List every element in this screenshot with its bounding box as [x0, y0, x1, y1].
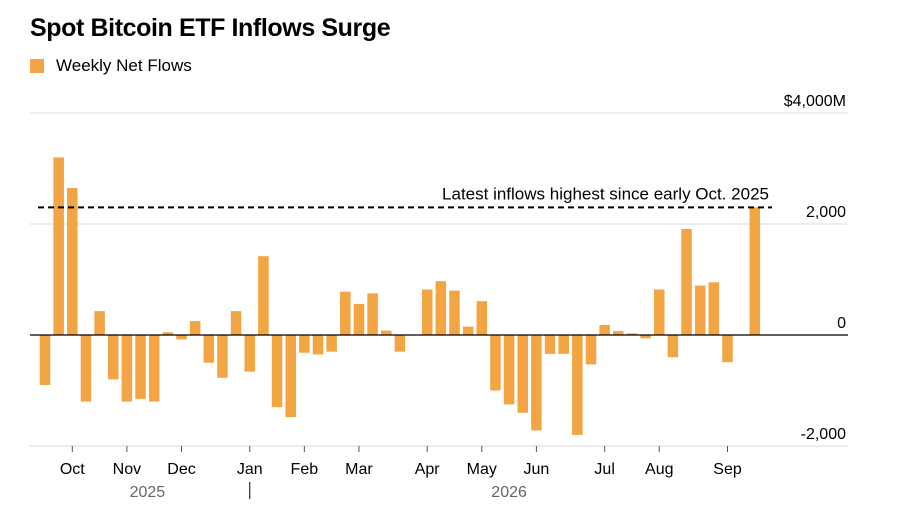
bar: [654, 289, 665, 335]
x-tick-label: Aug: [645, 461, 673, 478]
bar: [162, 332, 174, 335]
legend-swatch: [30, 59, 44, 73]
bar: [230, 311, 242, 335]
bar: [108, 335, 119, 380]
bar: [558, 335, 569, 354]
bar: [503, 335, 515, 405]
bar: [189, 321, 201, 335]
bar: [613, 331, 624, 335]
x-tick-label: Nov: [113, 461, 141, 478]
legend-label: Weekly Net Flows: [56, 56, 192, 75]
y-tick-label: -2,000: [801, 426, 846, 443]
bar: [340, 291, 351, 335]
bar: [490, 335, 501, 391]
bar: [681, 228, 692, 335]
bar: [749, 207, 761, 335]
x-tick-label: Feb: [291, 461, 319, 478]
bar: [722, 335, 733, 363]
x-tick-label: Sep: [713, 461, 742, 478]
chart-title: Spot Bitcoin ETF Inflows Surge: [30, 14, 391, 42]
bar: [476, 301, 488, 335]
bar: [667, 335, 679, 358]
bar: [367, 293, 378, 335]
bar: [135, 335, 146, 399]
bar: [121, 335, 133, 402]
bar: [312, 335, 324, 355]
bar: [435, 281, 447, 335]
bar: [203, 335, 215, 363]
x-tick-label: Mar: [345, 461, 373, 478]
reference-annotation: Latest inflows highest since early Oct. …: [442, 184, 769, 203]
bar: [394, 335, 406, 352]
bar: [258, 256, 269, 335]
bar: [421, 289, 433, 335]
bar: [271, 335, 283, 408]
y-tick-label: 0: [837, 315, 846, 332]
bar: [67, 187, 78, 335]
bar: [694, 285, 706, 335]
bar: [449, 290, 460, 335]
bar: [640, 335, 651, 339]
x-tick-label: May: [467, 461, 497, 478]
x-tick-label: Oct: [60, 461, 85, 478]
bar: [39, 335, 51, 385]
x-tick-label: Dec: [167, 461, 195, 478]
bar: [353, 303, 365, 335]
bar: [148, 335, 160, 402]
legend: Weekly Net Flows: [30, 56, 192, 76]
bar: [531, 335, 542, 431]
bar: [708, 282, 720, 335]
bar: [462, 326, 474, 335]
bar: [572, 335, 583, 435]
bar: [244, 335, 255, 372]
bar: [381, 330, 392, 335]
bar: [626, 333, 638, 335]
x-tick-label: Jan: [237, 461, 263, 478]
bar: [176, 335, 187, 340]
bar: [80, 335, 92, 402]
x-tick-label: Jul: [594, 461, 614, 478]
bar: [544, 335, 556, 354]
bar: [585, 335, 597, 365]
y-tick-label: 2,000: [806, 204, 846, 221]
x-tick-label: Jun: [524, 461, 550, 478]
bar: [53, 157, 64, 335]
bar: [599, 325, 610, 335]
year-label: 2025: [130, 484, 166, 501]
bar: [326, 335, 337, 352]
bar: [517, 335, 528, 413]
bar: [299, 335, 310, 353]
bar: [217, 335, 228, 378]
bar: [285, 335, 296, 418]
bar: [94, 311, 105, 335]
x-tick-label: Apr: [415, 461, 441, 478]
year-label: 2026: [491, 484, 527, 501]
y-tick-label: $4,000M: [784, 93, 846, 110]
